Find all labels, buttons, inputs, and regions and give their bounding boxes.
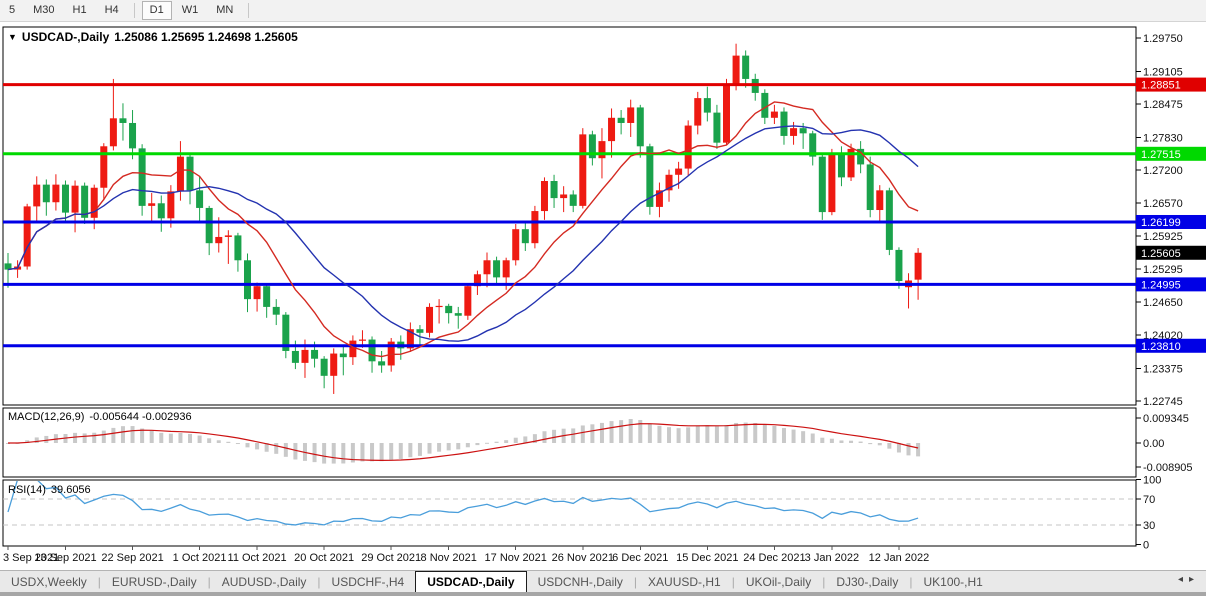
candles-layer	[4, 43, 922, 394]
chart-title: ▼ USDCAD-,Daily 1.25086 1.25695 1.24698 1.…	[8, 30, 298, 44]
timeframe-5-button[interactable]: 5	[9, 4, 16, 16]
tab-xauusd-h1[interactable]: XAUUSD-,H1	[648, 574, 721, 589]
chart-canvas[interactable]: 1.29750 1.29105 1.28475 1.27830 1.27200 1.265…	[0, 0, 1206, 570]
tab-separator: |	[97, 574, 101, 589]
svg-text:26 Nov 2021: 26 Nov 2021	[552, 552, 614, 564]
svg-text:1.27200: 1.27200	[1143, 165, 1183, 177]
panel-borders	[2, 26, 1137, 547]
svg-text:30: 30	[1143, 520, 1155, 532]
svg-text:11 Oct 2021: 11 Oct 2021	[228, 552, 287, 564]
timeframe-h1-button[interactable]: H1	[72, 4, 87, 16]
svg-text:17 Nov 2021: 17 Nov 2021	[485, 552, 547, 564]
tab-separator: |	[822, 574, 826, 589]
svg-text:20 Oct 2021: 20 Oct 2021	[294, 552, 354, 564]
toolbar-divider	[133, 3, 135, 18]
ma-fast-line	[7, 101, 919, 358]
svg-text:-0.008905: -0.008905	[1143, 462, 1193, 474]
svg-text:6 Dec 2021: 6 Dec 2021	[612, 552, 668, 564]
timeframe-w1-button[interactable]: W1	[181, 4, 199, 16]
svg-text:1.29105: 1.29105	[1143, 66, 1183, 78]
svg-text:1.23375: 1.23375	[1143, 363, 1183, 375]
tab-separator: |	[317, 574, 321, 589]
svg-text:22 Sep 2021: 22 Sep 2021	[101, 552, 163, 564]
svg-text:1.25925: 1.25925	[1143, 231, 1183, 243]
chart-ohlc-values: 1.25086 1.25695 1.24698 1.25605	[114, 30, 298, 44]
svg-text:1.27515: 1.27515	[1141, 149, 1181, 161]
rsi-line	[7, 481, 919, 526]
rsi-axis: 100 70 30 0	[1136, 475, 1161, 552]
tab-ukoil-daily[interactable]: UKOil-,Daily	[745, 574, 812, 589]
rsi-name: RSI(14)	[8, 484, 46, 496]
timeframe-d1-button[interactable]: D1	[141, 1, 172, 20]
tab-eurusd-daily[interactable]: EURUSD-,Daily	[111, 574, 197, 589]
macd-indicator-label: MACD(12,26,9) -0.005644 -0.002936	[8, 411, 192, 423]
toolbar-divider	[248, 3, 250, 18]
svg-text:1.29750: 1.29750	[1143, 33, 1183, 45]
horizontal-price-lines	[3, 83, 1136, 348]
svg-text:1.28851: 1.28851	[1141, 80, 1181, 92]
svg-text:1.28475: 1.28475	[1143, 99, 1183, 111]
macd-histogram	[6, 419, 921, 464]
tab-usdchf-h4[interactable]: USDCHF-,H4	[331, 574, 405, 589]
price-badges: 1.28851 1.27515 1.26199 1.24995 1.23810 1.256…	[1136, 77, 1206, 353]
tab-usdcad-daily[interactable]: USDCAD-,Daily	[415, 571, 527, 592]
svg-text:24 Dec 2021: 24 Dec 2021	[743, 552, 805, 564]
chart-menu-arrow-icon[interactable]: ▼	[8, 32, 17, 42]
tab-uk100-h1[interactable]: UK100-,H1	[923, 574, 983, 589]
tab-scroll-right-icon[interactable]: ▸	[1188, 574, 1200, 585]
price-axis: 1.29750 1.29105 1.28475 1.27830 1.27200 1.265…	[1136, 33, 1183, 408]
svg-text:1.25295: 1.25295	[1143, 264, 1183, 276]
svg-text:1.24650: 1.24650	[1143, 297, 1183, 309]
tab-separator: |	[909, 574, 913, 589]
chart-symbol-label: USDCAD-,Daily	[21, 30, 110, 44]
tab-scroll-arrows: ◂▸	[1178, 574, 1200, 585]
svg-text:70: 70	[1143, 494, 1155, 506]
svg-text:3 Sep 2021: 3 Sep 2021	[3, 552, 59, 564]
svg-text:1.24995: 1.24995	[1141, 279, 1181, 291]
tab-audusd-daily[interactable]: AUDUSD-,Daily	[221, 574, 307, 589]
ma-slow-line	[7, 125, 919, 342]
svg-text:1.26570: 1.26570	[1143, 198, 1183, 210]
chart-tabs: USDX,Weekly | EURUSD-,Daily | AUDUSD-,Daily |…	[0, 571, 1206, 592]
chart-tab-bar: USDX,Weekly | EURUSD-,Daily | AUDUSD-,Daily |…	[0, 570, 1206, 596]
timeframe-toolbar: 5 M30 H1 H4 D1 W1 MN	[0, 0, 1206, 22]
svg-text:1.22745: 1.22745	[1143, 396, 1183, 408]
svg-text:1.26199: 1.26199	[1141, 217, 1181, 229]
svg-text:0.00: 0.00	[1143, 438, 1164, 450]
svg-text:1.23810: 1.23810	[1141, 341, 1181, 353]
svg-text:0: 0	[1143, 540, 1149, 552]
tab-dj30-daily[interactable]: DJ30-,Daily	[836, 574, 899, 589]
window-bottom-edge	[0, 592, 1206, 596]
svg-text:1.25605: 1.25605	[1141, 248, 1181, 260]
macd-values: -0.005644 -0.002936	[89, 411, 192, 423]
svg-text:100: 100	[1143, 475, 1161, 487]
svg-text:1.27830: 1.27830	[1143, 132, 1183, 144]
tab-separator: |	[633, 574, 638, 589]
rsi-value: 39.6056	[50, 484, 91, 496]
svg-text:29 Oct 2021: 29 Oct 2021	[361, 552, 421, 564]
svg-text:12 Jan 2022: 12 Jan 2022	[869, 552, 930, 564]
svg-text:15 Dec 2021: 15 Dec 2021	[676, 552, 738, 564]
tab-usdx-weekly[interactable]: USDX,Weekly	[11, 574, 87, 589]
macd-axis: 0.009345 0.00 -0.008905	[1136, 413, 1193, 474]
svg-text:3 Jan 2022: 3 Jan 2022	[805, 552, 859, 564]
timeframe-h4-button[interactable]: H4	[104, 4, 119, 16]
svg-text:13 Sep 2021: 13 Sep 2021	[34, 552, 96, 564]
macd-name: MACD(12,26,9)	[8, 411, 85, 423]
tab-scroll-left-icon[interactable]: ◂	[1177, 574, 1189, 585]
svg-text:0.009345: 0.009345	[1143, 413, 1189, 425]
rsi-indicator-label: RSI(14) 39.6056	[8, 484, 91, 496]
tab-separator: |	[731, 574, 735, 589]
tab-separator: |	[207, 574, 211, 589]
timeframe-m30-button[interactable]: M30	[33, 4, 55, 16]
macd-signal-line	[7, 423, 919, 462]
svg-text:8 Nov 2021: 8 Nov 2021	[421, 552, 477, 564]
timeframe-mn-button[interactable]: MN	[216, 4, 234, 16]
svg-text:1 Oct 2021: 1 Oct 2021	[173, 552, 227, 564]
tab-usdcnh-daily[interactable]: USDCNH-,Daily	[537, 574, 623, 589]
